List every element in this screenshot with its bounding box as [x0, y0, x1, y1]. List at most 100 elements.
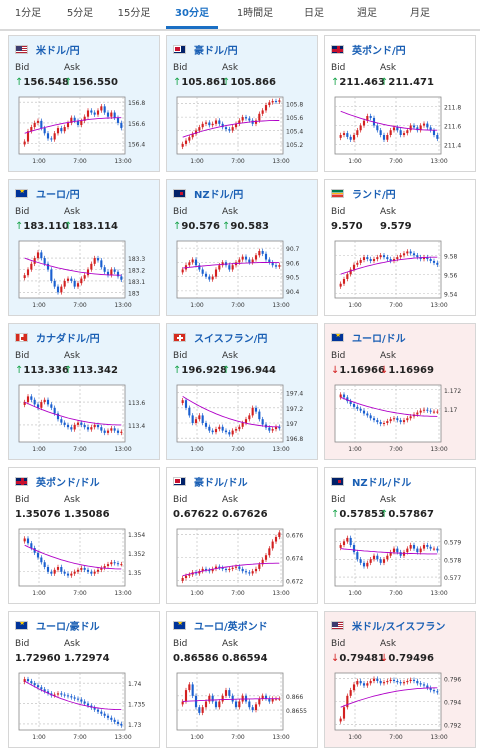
tab-3[interactable]: 30分足 — [166, 0, 218, 29]
price-chart[interactable]: 211.8 211.6 211.4 1:00 7:00 13:00 — [331, 94, 471, 168]
candle-body — [436, 548, 439, 551]
pair-name[interactable]: 豪ドル/円 — [194, 45, 238, 57]
ask-label: Ask — [380, 63, 397, 73]
candle-body — [198, 707, 201, 713]
tab-2[interactable]: 15分足 — [117, 8, 151, 19]
candle-body — [40, 120, 43, 129]
bid-label: Bid — [331, 63, 346, 73]
pair-name[interactable]: NZドル/ドル — [352, 477, 412, 489]
candle-body — [366, 683, 369, 686]
bid-price: ↑90.576 — [173, 221, 220, 232]
x-tick-label: 7:00 — [389, 734, 403, 741]
pair-name[interactable]: 英ポンド/ドル — [36, 477, 100, 489]
candle-body — [211, 568, 214, 572]
rate-card-usdjpy[interactable]: 米ドル/円 Bid Ask ↑156.548 ↑156.550 156.8 156.6 156… — [8, 35, 160, 172]
rate-card-eurjpy[interactable]: ユーロ/円BidAsk↑183.110↑183.114183.3183.2183… — [8, 179, 160, 316]
ask-label: Ask — [380, 495, 397, 505]
rate-card-nzdusd[interactable]: NZドル/ドル Bid Ask ↑0.57853 ↑0.57867 0.579 0.578 0… — [324, 467, 476, 604]
candle-body — [120, 723, 123, 726]
candle-body — [429, 410, 432, 412]
rate-card-cadjpy[interactable]: カナダドル/円 Bid Ask ↑113.336 ↑113.342 113.6 113.4 1… — [8, 323, 160, 460]
pair-name[interactable]: 米ドル/円 — [36, 45, 80, 57]
y-tick-label: 0.794 — [444, 700, 461, 707]
price-chart[interactable]: 0.579 0.578 0.577 1:00 7:00 13:00 — [331, 526, 471, 600]
x-tick-label: 7:00 — [389, 302, 403, 309]
rate-card-gbpusd[interactable]: 英ポンド/ドル Bid Ask 1.35076 1.35086 1.354 1.352 1.3… — [8, 467, 160, 604]
candle-body — [56, 693, 60, 695]
candle-body — [346, 695, 349, 708]
price-chart[interactable]: 1.74 1.735 1.73 1:00 7:00 13:00 — [15, 670, 155, 744]
price-chart[interactable]: 1.172 1.17 1:00 7:00 13:00 — [331, 382, 471, 456]
price-chart[interactable]: 183.3 183.2 183.1 183 1:00 7:00 13:00 — [15, 238, 155, 312]
pair-name[interactable]: 豪ドル/ドル — [194, 477, 248, 489]
tab-7[interactable]: 月足 — [410, 8, 430, 19]
price-chart[interactable]: 113.6 113.4 1:00 7:00 13:00 — [15, 382, 155, 456]
tab-0[interactable]: 1分足 — [14, 8, 42, 19]
pair-name[interactable]: スイスフラン/円 — [194, 333, 268, 345]
candle-body — [181, 143, 184, 147]
pair-name[interactable]: ランド/円 — [352, 189, 396, 201]
price-chart[interactable]: 105.8 105.6 105.4 105.2 1:00 7:00 13:00 — [173, 94, 313, 168]
price-chart[interactable]: 0.796 0.794 0.792 1:00 7:00 13:00 — [331, 670, 471, 744]
rate-card-audjpy[interactable]: 豪ドル/円 Bid Ask ↑105.861 ↑105.866 105.8 105.6 105… — [166, 35, 318, 172]
candle-body — [261, 419, 264, 425]
price-chart[interactable]: 197.4 197.2 197 196.8 1:00 7:00 13:00 — [173, 382, 313, 456]
ask-price: ↑90.583 — [222, 221, 269, 232]
candle-body — [188, 262, 191, 266]
candle-body — [86, 569, 90, 572]
y-tick-label: 1.354 — [128, 532, 145, 539]
x-tick-label: 1:00 — [32, 158, 46, 165]
price-chart[interactable]: 156.8 156.6 156.4 1:00 7:00 13:00 — [15, 94, 155, 168]
pair-name[interactable]: ユーロ/ドル — [352, 333, 406, 345]
price-chart[interactable]: 9.58 9.56 9.54 1:00 7:00 13:00 — [331, 238, 471, 312]
price-chart[interactable]: 0.676 0.674 0.672 1:00 7:00 13:00 — [173, 526, 313, 600]
tab-1[interactable]: 5分足 — [66, 8, 94, 19]
candle-body — [426, 545, 429, 547]
candle-body — [26, 679, 30, 682]
candle-body — [412, 125, 416, 128]
bid-price: 9.570 — [331, 221, 363, 232]
candle-body — [191, 415, 194, 423]
chart-svg: 1.172 1.17 1:00 7:00 13:00 — [334, 384, 461, 453]
candle-body — [66, 424, 70, 428]
y-tick-label: 0.792 — [444, 722, 461, 729]
candle-body — [191, 684, 194, 696]
rate-card-eurusd[interactable]: ユーロ/ドルBidAsk↓1.16966↓1.169691.1721.171:0… — [324, 323, 476, 460]
pair-name[interactable]: ユーロ/豪ドル — [36, 621, 100, 633]
pair-name[interactable]: NZドル/円 — [194, 189, 244, 201]
candle-body — [429, 259, 432, 261]
ask-label: Ask — [222, 63, 239, 73]
candle-body — [201, 415, 204, 423]
pair-name[interactable]: カナダドル/円 — [36, 333, 100, 345]
candle-body — [241, 423, 244, 427]
tab-4[interactable]: 1時間足 — [236, 8, 274, 19]
price-chart[interactable]: 0.866 0.8655 1:00 7:00 13:00 — [173, 670, 313, 744]
y-tick-label: 156.4 — [128, 142, 145, 149]
price-chart[interactable]: 1.354 1.352 1.35 1:00 7:00 13:00 — [15, 526, 155, 600]
rate-card-audusd[interactable]: 豪ドル/ドル Bid Ask 0.67622 0.67626 0.676 0.674 0.67… — [166, 467, 318, 604]
rate-card-nzdjpy[interactable]: NZドル/円 Bid Ask ↑90.576 ↑90.583 90.7 90.6 90.5 90… — [166, 179, 318, 316]
candle-body — [382, 135, 386, 140]
ask-price: ↓1.16969 — [380, 365, 434, 376]
pair-name[interactable]: 米ドル/スイスフラン — [352, 621, 446, 633]
pair-name[interactable]: 英ポンド/円 — [352, 45, 406, 57]
price-chart[interactable]: 90.7 90.6 90.5 90.4 1:00 7:00 13:00 — [173, 238, 313, 312]
rate-card-gbpjpy[interactable]: 英ポンド/円 Bid Ask ↑211.463 ↑211.471 211.8 211.6 21… — [324, 35, 476, 172]
pair-name[interactable]: ユーロ/英ポンド — [194, 621, 268, 633]
tab-6[interactable]: 週足 — [357, 8, 377, 19]
candle-body — [339, 283, 342, 287]
candle-body — [248, 572, 251, 574]
candle-body — [426, 123, 429, 128]
candle-body — [120, 564, 123, 566]
rate-card-usdchf[interactable]: 米ドル/スイスフラン Bid Ask ↓0.79481 ↓0.79496 0.796 0.7… — [324, 611, 476, 748]
candle-body — [339, 718, 342, 722]
rate-card-chfjpy[interactable]: スイスフラン/円 Bid Ask ↑196.928 ↑196.944 197.4 197.2… — [166, 323, 318, 460]
candle-body — [382, 559, 386, 563]
arrow-up-icon: ↑ — [15, 77, 24, 88]
candle-body — [116, 117, 120, 123]
rate-card-zarjpy[interactable]: ランド/円 Bid Ask 9.570 9.579 9.58 9.56 9.54 1:00 7:0… — [324, 179, 476, 316]
pair-name[interactable]: ユーロ/円 — [36, 189, 80, 201]
tab-5[interactable]: 日足 — [304, 8, 324, 19]
